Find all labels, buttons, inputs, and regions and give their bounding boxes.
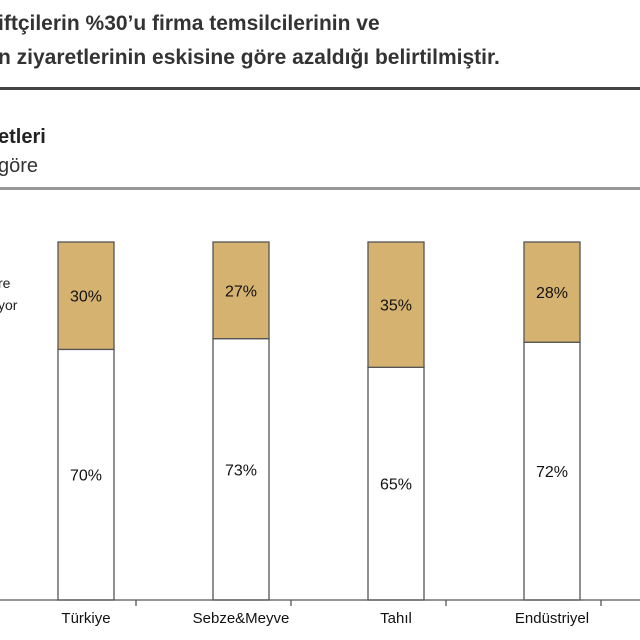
legend-label-line-1: re	[0, 275, 11, 291]
category-label: Türkiye	[61, 610, 110, 627]
data-label: 65%	[380, 477, 412, 494]
bar-segment	[212, 241, 270, 340]
headline-line-1: iftçilerin %30’u firma temsilcilerinin v…	[0, 12, 380, 35]
headline-line-2: n ziyaretlerinin eskisine göre azaldığı …	[0, 46, 500, 69]
data-label: 30%	[70, 289, 102, 306]
data-label: 72%	[536, 464, 568, 481]
bar-segment	[57, 241, 115, 351]
data-label: 73%	[225, 462, 257, 479]
legend-label-line-2: yor	[0, 297, 18, 313]
data-label: 70%	[70, 468, 102, 485]
divider	[0, 187, 640, 190]
chart-subtitle: göre	[0, 155, 39, 177]
data-label: 35%	[380, 298, 412, 315]
chart-title: etleri	[0, 126, 46, 148]
bar-segment	[523, 341, 581, 601]
category-label: Endüstriyel	[515, 610, 589, 627]
bar-segment	[523, 241, 581, 343]
category-label: Sebze&Meyve	[193, 610, 290, 627]
category-label: Tahıl	[380, 610, 412, 627]
divider	[0, 87, 640, 90]
data-label: 27%	[225, 283, 257, 300]
bar-segment	[367, 241, 425, 368]
data-label: 28%	[536, 285, 568, 302]
